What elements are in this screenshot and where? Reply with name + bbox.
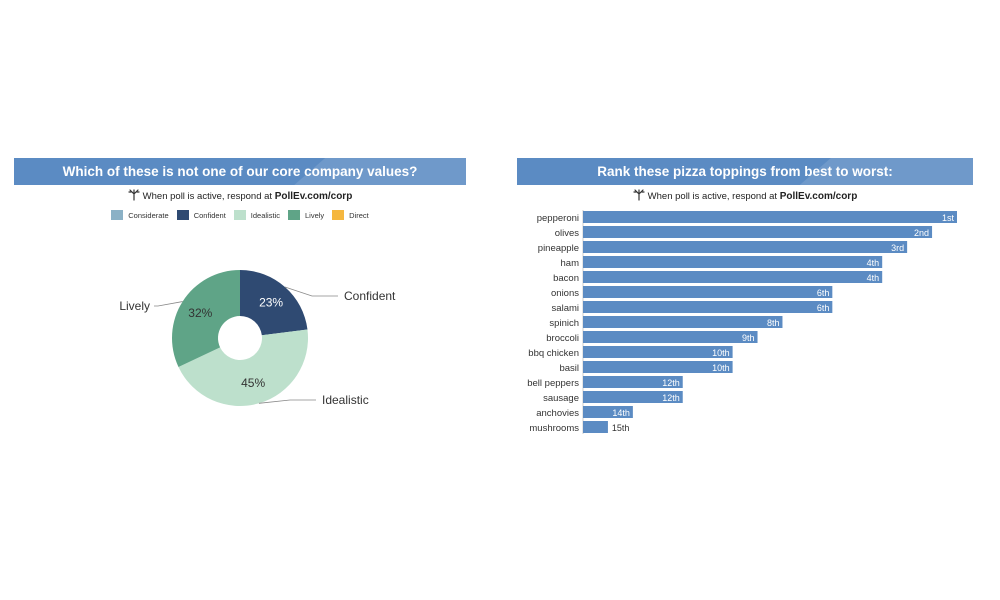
bar-pepperoni (583, 211, 957, 223)
slice-value-label: 23% (259, 296, 283, 310)
rank-value-label: 4th (867, 273, 880, 283)
legend-swatch (176, 210, 189, 220)
bar-bell-peppers (583, 376, 683, 388)
slice-category-label: Confident (344, 289, 396, 303)
slice-category-label: Idealistic (322, 393, 369, 407)
category-label: sausage (543, 393, 579, 404)
legend-swatch (332, 210, 345, 220)
bar-mushrooms (583, 421, 608, 433)
bar-broccoli (583, 331, 758, 343)
donut-chart: 23% Confident 45% Idealistic 32% Lively (119, 270, 396, 407)
left-respond-line: When poll is active, respond at PollEv.c… (14, 189, 466, 203)
rank-value-label: 9th (742, 333, 755, 343)
right-respond-prefix: When poll is active, respond at (647, 191, 780, 202)
category-label: broccoli (546, 333, 579, 344)
pollev-logo-icon (128, 189, 140, 206)
rank-value-label: 2nd (914, 228, 929, 238)
category-label: pineapple (538, 243, 579, 254)
slice-value-label: 32% (188, 306, 212, 320)
left-poll-header: Which of these is not one of our core co… (14, 158, 466, 185)
left-poll-title: Which of these is not one of our core co… (62, 164, 418, 179)
category-label: bacon (553, 273, 579, 284)
right-poll-title: Rank these pizza toppings from best to w… (597, 164, 893, 179)
legend-item-idealistic: Idealistic (233, 210, 280, 220)
legend-swatch (287, 210, 300, 220)
legend-label: Direct (349, 210, 369, 220)
rank-value-label: 15th (612, 423, 630, 433)
bar-bbq-chicken (583, 346, 733, 358)
category-label: onions (551, 288, 579, 299)
rank-value-label: 14th (612, 408, 630, 418)
bar-spinich (583, 316, 783, 328)
rank-value-label: 3rd (891, 243, 904, 253)
category-label: ham (561, 258, 580, 269)
legend-item-confident: Confident (176, 210, 226, 220)
legend-label: Lively (304, 210, 325, 220)
right-respond-line: When poll is active, respond at PollEv.c… (517, 189, 973, 203)
bar-pineapple (583, 241, 908, 253)
donut-legend: Considerate Confident Idealistic Lively Dire… (14, 210, 466, 220)
slice-value-label: 45% (241, 376, 265, 390)
bar-sausage (583, 391, 683, 403)
category-label: spinich (549, 318, 579, 329)
legend-label: Idealistic (250, 210, 280, 220)
category-label: salami (552, 303, 579, 314)
category-label: olives (555, 228, 580, 239)
category-label: mushrooms (529, 423, 579, 434)
donut-slice-lively (172, 270, 240, 367)
bar-onions (583, 286, 833, 298)
rank-value-label: 12th (662, 393, 680, 403)
legend-item-direct: Direct (332, 210, 369, 220)
legend-label: Considerate (128, 210, 169, 220)
donut-poll-panel: Which of these is not one of our core co… (14, 158, 466, 458)
leader-line (258, 399, 316, 404)
pollev-logo-icon (633, 189, 645, 206)
donut-slice-confident (240, 270, 308, 336)
left-respond-prefix: When poll is active, respond at (142, 191, 275, 202)
category-label: basil (559, 363, 579, 374)
left-respond-url[interactable]: PollEv.com/corp (274, 191, 353, 202)
rank-value-label: 6th (817, 288, 830, 298)
ranking-bar-chart: pepperoni 1st olives 2nd pineapple 3rd ham 4th b… (527, 210, 957, 434)
leader-line (154, 301, 183, 307)
legend-item-lively: Lively (287, 210, 325, 220)
category-label: bell peppers (527, 378, 579, 389)
legend-swatch (233, 210, 246, 220)
rank-value-label: 8th (767, 318, 780, 328)
rank-value-label: 10th (712, 348, 730, 358)
rank-value-label: 4th (867, 258, 880, 268)
rank-value-label: 6th (817, 303, 830, 313)
bar-ham (583, 256, 883, 268)
bar-salami (583, 301, 833, 313)
right-respond-url[interactable]: PollEv.com/corp (779, 191, 858, 202)
right-poll-header: Rank these pizza toppings from best to w… (517, 158, 973, 185)
legend-item-considerate: Considerate (111, 210, 169, 220)
category-label: bbq chicken (528, 348, 579, 359)
slice-category-label: Lively (119, 299, 150, 313)
legend-swatch (111, 210, 124, 220)
donut-slice-idealistic (178, 329, 309, 406)
category-label: pepperoni (537, 213, 579, 224)
ranking-poll-panel: Rank these pizza toppings from best to w… (517, 158, 973, 458)
leader-line (284, 286, 338, 297)
bar-bacon (583, 271, 883, 283)
legend-label: Confident (193, 210, 226, 220)
bar-anchovies (583, 406, 633, 418)
bar-basil (583, 361, 733, 373)
rank-value-label: 12th (662, 378, 680, 388)
category-label: anchovies (536, 408, 579, 419)
rank-value-label: 10th (712, 363, 730, 373)
rank-value-label: 1st (942, 213, 955, 223)
bar-olives (583, 226, 933, 238)
